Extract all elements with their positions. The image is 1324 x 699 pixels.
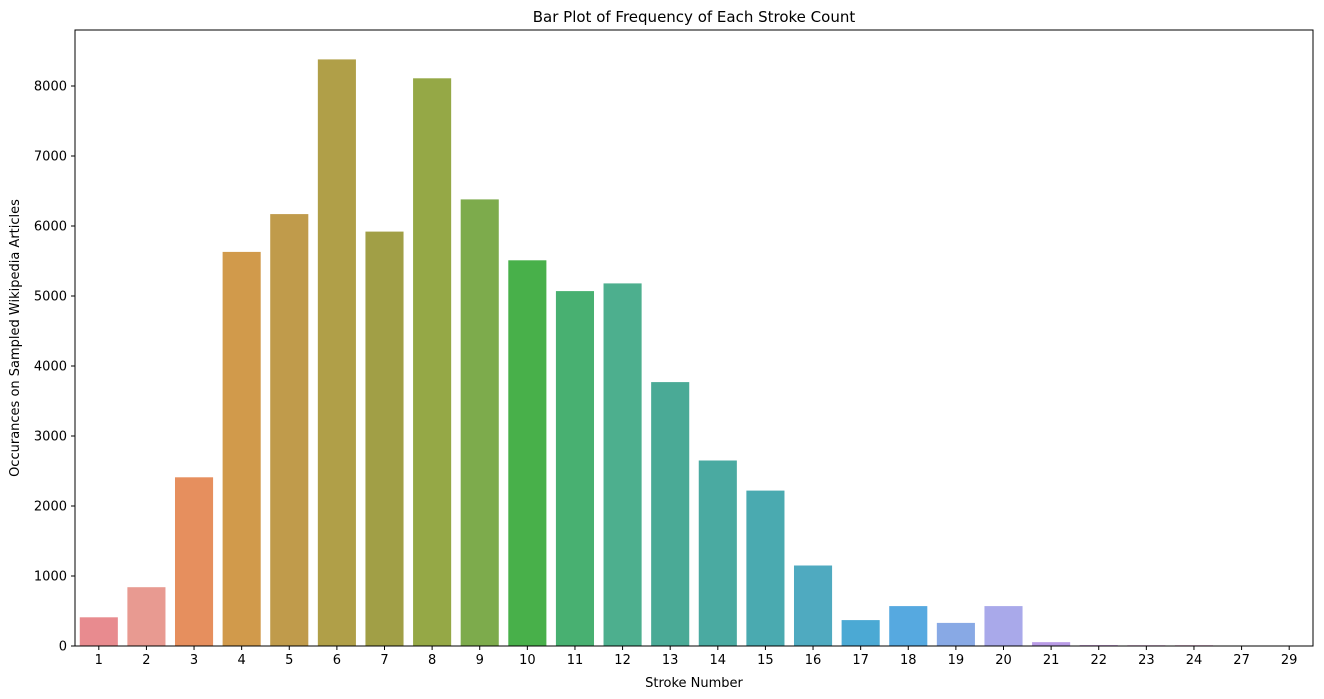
bar-3	[174, 477, 214, 646]
x-tick-label-16: 16	[805, 653, 822, 668]
bar-16	[793, 565, 833, 646]
y-tick-label-3000: 3000	[34, 430, 67, 445]
bar-9	[460, 199, 499, 646]
bar-19	[936, 622, 975, 646]
y-tick-label-4000: 4000	[34, 360, 67, 375]
bar-8	[413, 78, 452, 647]
bar-14	[698, 460, 737, 646]
y-tick-label-7000: 7000	[34, 150, 67, 165]
x-axis: 1 2 3 4 5 6 7 8 9 10 11 12 13 14 15 16 17 18 19 20 21 22 23 24 2…	[95, 646, 1298, 668]
x-tick-label-19: 19	[948, 653, 965, 668]
bar-7	[365, 231, 404, 646]
bar-5	[270, 214, 309, 646]
x-tick-label-18: 18	[900, 653, 917, 668]
bar-11	[555, 291, 595, 646]
x-tick-label-13: 13	[662, 653, 679, 668]
x-tick-label-4: 4	[238, 653, 246, 668]
bar-21	[1032, 642, 1071, 646]
x-tick-label-29: 29	[1281, 653, 1298, 668]
x-tick-label-5: 5	[285, 653, 293, 668]
x-tick-label-14: 14	[710, 653, 727, 668]
bars-group	[79, 59, 1309, 647]
y-axis: 0 1000 2000 3000 4000 5000 6000 7000 8000	[34, 80, 75, 655]
bar-10	[508, 260, 547, 646]
x-tick-label-21: 21	[1043, 653, 1060, 668]
x-tick-label-15: 15	[757, 653, 774, 668]
chart-title: Bar Plot of Frequency of Each Stroke Cou…	[533, 8, 856, 26]
x-tick-label-3: 3	[190, 653, 198, 668]
x-tick-label-20: 20	[995, 653, 1012, 668]
y-tick-label-0: 0	[59, 640, 67, 655]
bar-1	[79, 617, 118, 646]
x-tick-label-11: 11	[567, 653, 584, 668]
bar-20	[984, 606, 1023, 646]
y-tick-label-2000: 2000	[34, 500, 67, 515]
plot-frame	[74, 29, 1314, 647]
x-tick-label-9: 9	[476, 653, 484, 668]
bar-4	[222, 251, 261, 646]
y-tick-label-1000: 1000	[34, 570, 67, 585]
bar-15	[746, 490, 785, 646]
x-tick-label-6: 6	[333, 653, 341, 668]
x-tick-label-10: 10	[519, 653, 536, 668]
bar-13	[651, 382, 690, 646]
bar-18	[889, 606, 928, 646]
x-tick-label-8: 8	[428, 653, 436, 668]
x-tick-label-12: 12	[614, 653, 631, 668]
bar-2	[127, 587, 166, 646]
x-tick-label-1: 1	[95, 653, 103, 668]
bar-17	[841, 620, 880, 646]
bar-6	[317, 59, 356, 646]
x-tick-label-17: 17	[852, 653, 869, 668]
x-tick-label-22: 22	[1090, 653, 1107, 668]
x-tick-label-24: 24	[1186, 653, 1203, 668]
x-tick-label-23: 23	[1138, 653, 1155, 668]
x-tick-label-7: 7	[380, 653, 388, 668]
x-axis-label: Stroke Number	[645, 676, 743, 691]
y-tick-label-5000: 5000	[34, 290, 67, 305]
x-tick-label-2: 2	[142, 653, 150, 668]
y-tick-label-6000: 6000	[34, 220, 67, 235]
y-axis-label: Occurances on Sampled Wikipedia Articles	[8, 199, 23, 477]
x-tick-label-27: 27	[1233, 653, 1250, 668]
bar-12	[603, 283, 642, 646]
y-tick-label-8000: 8000	[34, 80, 67, 95]
